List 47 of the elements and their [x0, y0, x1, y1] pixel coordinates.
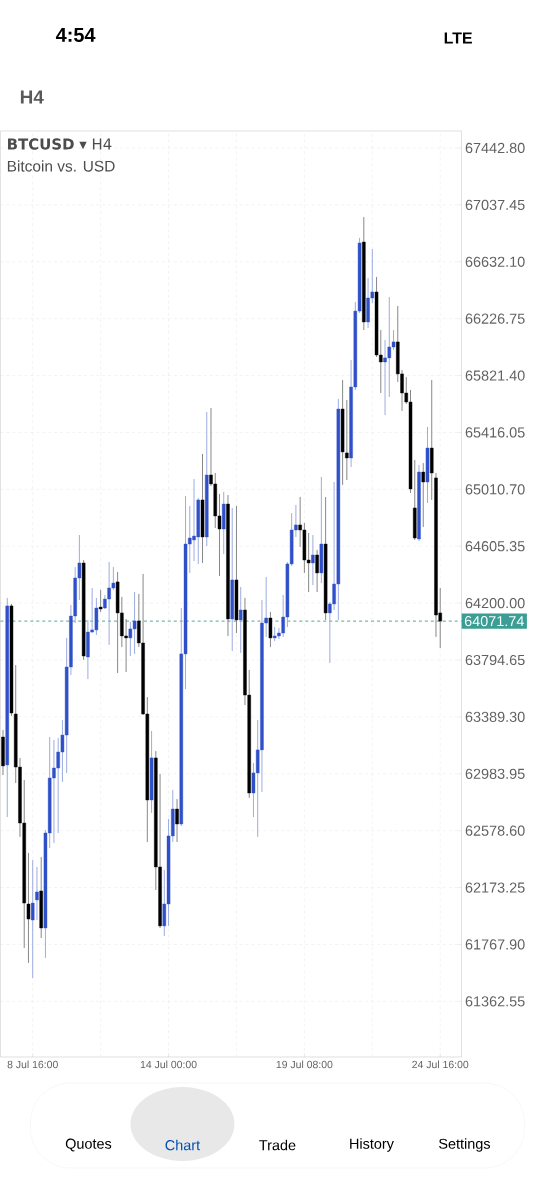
- candlestick: [366, 277, 370, 329]
- candlestick: [107, 561, 111, 646]
- text: LTE: [444, 32, 472, 44]
- candlestick: [315, 549, 319, 593]
- y-tick-label: 62173.25: [465, 882, 525, 893]
- x-tick-label: 19 Jul 08:00: [276, 1060, 333, 1069]
- candlestick: [132, 591, 137, 655]
- x-tick-label: 24 Jul 16:00: [412, 1060, 469, 1069]
- candlestick: [98, 589, 103, 613]
- y-tick-label: 61767.90: [465, 939, 525, 950]
- y-tick-label: 65416.05: [465, 427, 525, 438]
- y-tick-label: 62983.95: [465, 768, 525, 779]
- candlestick: [192, 478, 196, 562]
- text: Bitcoin vs. USD: [7, 160, 115, 172]
- x-tick-label: 8 Jul 16:00: [7, 1060, 58, 1069]
- y-tick-label: 63794.65: [465, 654, 525, 666]
- chart-title: BTCUSD ▾ H4: [7, 138, 112, 150]
- x-tick-label: 14 Jul 00:00: [140, 1060, 197, 1069]
- y-tick-label: 66632.10: [465, 256, 525, 267]
- y-tick-label: 66226.75: [465, 313, 525, 324]
- ref-line-label: 64071.74: [464, 615, 524, 627]
- y-tick-label: 62578.60: [465, 825, 525, 836]
- candlestick: [175, 798, 179, 843]
- y-tick-label: 67037.45: [465, 199, 525, 210]
- candlestick: [421, 462, 425, 528]
- candlestick: [344, 399, 349, 481]
- candlestick: [238, 586, 243, 654]
- candlestick: [383, 339, 387, 416]
- text: History: [349, 1138, 394, 1152]
- y-tick-label: 61362.55: [465, 996, 525, 1007]
- candlestick: [30, 859, 35, 979]
- candlestick: [51, 739, 56, 844]
- text: Quotes: [65, 1138, 111, 1152]
- y-tick-label: 64200.00: [465, 597, 525, 609]
- y-tick-label: 65010.70: [465, 484, 525, 495]
- y-tick-label: 67442.80: [465, 142, 525, 154]
- y-tick-label: 65821.40: [465, 370, 525, 381]
- y-tick-label: 63389.30: [465, 711, 525, 723]
- candlestick: [310, 534, 315, 586]
- text: H4: [20, 90, 44, 104]
- candlestick: [35, 866, 39, 921]
- text: Trade: [258, 1139, 296, 1151]
- candlestick: [268, 611, 272, 648]
- y-tick-label: 64605.35: [465, 541, 525, 552]
- text: 4:54: [55, 28, 96, 42]
- text: Chart: [165, 1139, 200, 1151]
- text: Settings: [438, 1138, 490, 1152]
